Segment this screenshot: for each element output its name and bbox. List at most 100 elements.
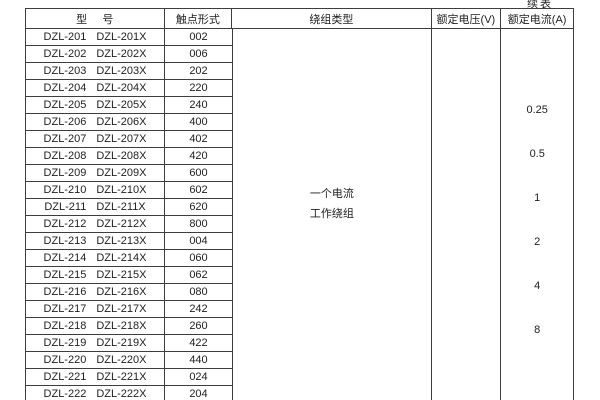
model-rows: DZL-201 DZL-201X 002 DZL-202 DZL-202X 00… — [26, 29, 233, 400]
model-number: DZL-204 — [43, 82, 87, 94]
model-cell: DZL-204 DZL-204X — [26, 80, 165, 96]
model-cell: DZL-201 DZL-201X — [26, 29, 165, 45]
model-number: DZL-213 — [43, 235, 87, 247]
rated-current-value: 0.25 — [526, 104, 548, 116]
model-cell: DZL-220 DZL-220X — [26, 352, 165, 368]
contact-form-cell: 202 — [165, 63, 233, 79]
table-row: DZL-208 DZL-208X 420 — [26, 148, 233, 165]
model-number: DZL-217 — [43, 303, 87, 315]
contact-form-cell: 080 — [165, 284, 233, 300]
table-row: DZL-203 DZL-203X 202 — [26, 63, 233, 80]
model-cell: DZL-213 DZL-213X — [26, 233, 165, 249]
table-row: DZL-221 DZL-221X 024 — [26, 369, 233, 386]
model-cell: DZL-205 DZL-205X — [26, 97, 165, 113]
model-cell: DZL-215 DZL-215X — [26, 267, 165, 283]
model-number: DZL-209 — [43, 167, 87, 179]
contact-form-cell: 006 — [165, 46, 233, 62]
header-winding-type: 绕组类型 — [232, 9, 432, 29]
contact-form-cell: 260 — [165, 318, 233, 334]
table-row: DZL-214 DZL-214X 060 — [26, 250, 233, 267]
rated-current-value: 8 — [534, 324, 541, 336]
model-number-x-variant: DZL-219X — [96, 337, 147, 349]
table-row: DZL-205 DZL-205X 240 — [26, 97, 233, 114]
table-row: DZL-216 DZL-216X 080 — [26, 284, 233, 301]
model-number-x-variant: DZL-213X — [96, 235, 147, 247]
model-cell: DZL-212 DZL-212X — [26, 216, 165, 232]
table-body: DZL-201 DZL-201X 002 DZL-202 DZL-202X 00… — [26, 29, 573, 400]
contact-form-cell: 220 — [165, 80, 233, 96]
model-cell: DZL-203 DZL-203X — [26, 63, 165, 79]
model-number-x-variant: DZL-205X — [96, 99, 147, 111]
table-row: DZL-213 DZL-213X 004 — [26, 233, 233, 250]
rated-current-value: 4 — [534, 280, 541, 292]
rated-current-cell: 0.25 0.5 1 2 4 8 — [501, 29, 573, 400]
model-number-x-variant: DZL-209X — [96, 167, 147, 179]
table-row: DZL-218 DZL-218X 260 — [26, 318, 233, 335]
model-cell: DZL-214 DZL-214X — [26, 250, 165, 266]
model-number: DZL-202 — [43, 48, 87, 60]
model-number: DZL-203 — [43, 65, 87, 77]
contact-form-cell: 420 — [165, 148, 233, 164]
model-number-x-variant: DZL-206X — [96, 116, 147, 128]
header-model: 型 号 — [26, 9, 165, 29]
table-row: DZL-206 DZL-206X 400 — [26, 114, 233, 131]
table-row: DZL-211 DZL-211X 620 — [26, 199, 233, 216]
model-cell: DZL-206 DZL-206X — [26, 114, 165, 130]
model-number-x-variant: DZL-220X — [96, 354, 147, 366]
winding-type-cell: 一个电流 工作绕组 — [233, 29, 432, 400]
table-row: DZL-201 DZL-201X 002 — [26, 29, 233, 46]
model-number-x-variant: DZL-208X — [96, 150, 147, 162]
table-row: DZL-207 DZL-207X 402 — [26, 131, 233, 148]
model-cell: DZL-208 DZL-208X — [26, 148, 165, 164]
model-cell: DZL-217 DZL-217X — [26, 301, 165, 317]
model-number-x-variant: DZL-212X — [96, 218, 147, 230]
model-cell: DZL-207 DZL-207X — [26, 131, 165, 147]
table-row: DZL-220 DZL-220X 440 — [26, 352, 233, 369]
contact-form-cell: 440 — [165, 352, 233, 368]
table-row: DZL-202 DZL-202X 006 — [26, 46, 233, 63]
model-number: DZL-211 — [44, 201, 87, 213]
model-number-x-variant: DZL-221X — [96, 371, 147, 383]
model-number-x-variant: DZL-214X — [96, 252, 147, 264]
model-number: DZL-222 — [43, 388, 87, 400]
model-number-x-variant: DZL-201X — [96, 31, 147, 43]
table-row: DZL-219 DZL-219X 422 — [26, 335, 233, 352]
model-number-x-variant: DZL-204X — [96, 82, 147, 94]
contact-form-cell: 800 — [165, 216, 233, 232]
contact-form-cell: 402 — [165, 131, 233, 147]
model-number: DZL-215 — [43, 269, 87, 281]
contact-form-cell: 204 — [165, 386, 233, 400]
contact-form-cell: 600 — [165, 165, 233, 181]
rated-current-value: 1 — [534, 192, 541, 204]
model-number-x-variant: DZL-218X — [96, 320, 147, 332]
contact-form-cell: 620 — [165, 199, 233, 215]
model-number-x-variant: DZL-211X — [96, 201, 146, 213]
model-number-x-variant: DZL-210X — [96, 184, 147, 196]
winding-type-text: 一个电流 工作绕组 — [310, 188, 354, 221]
table-row: DZL-217 DZL-217X 242 — [26, 301, 233, 318]
model-cell: DZL-221 DZL-221X — [26, 369, 165, 385]
winding-type-line1: 一个电流 — [309, 187, 354, 200]
contact-form-cell: 002 — [165, 29, 233, 45]
rated-current-value: 0.5 — [529, 148, 545, 160]
model-number: DZL-214 — [43, 252, 87, 264]
model-number: DZL-216 — [43, 286, 87, 298]
model-cell: DZL-211 DZL-211X — [26, 199, 165, 215]
header-rated-current: 额定电流(A) — [501, 9, 573, 29]
model-number-x-variant: DZL-207X — [96, 133, 147, 145]
model-cell: DZL-202 DZL-202X — [26, 46, 165, 62]
table-row: DZL-209 DZL-209X 600 — [26, 165, 233, 182]
continued-table-label: 续表 — [527, 0, 553, 10]
model-number: DZL-207 — [43, 133, 87, 145]
header-contact-form: 触点形式 — [164, 9, 233, 29]
model-number-x-variant: DZL-216X — [96, 286, 147, 298]
table-header-row: 型 号 触点形式 绕组类型 额定电压(V) 额定电流(A) — [26, 9, 573, 29]
model-number: DZL-210 — [43, 184, 87, 196]
model-number-x-variant: DZL-215X — [96, 269, 147, 281]
table-row: DZL-204 DZL-204X 220 — [26, 80, 233, 97]
model-cell: DZL-222 DZL-222X — [26, 386, 165, 400]
model-number: DZL-205 — [43, 99, 87, 111]
model-number: DZL-206 — [43, 116, 87, 128]
model-number-x-variant: DZL-217X — [96, 303, 147, 315]
